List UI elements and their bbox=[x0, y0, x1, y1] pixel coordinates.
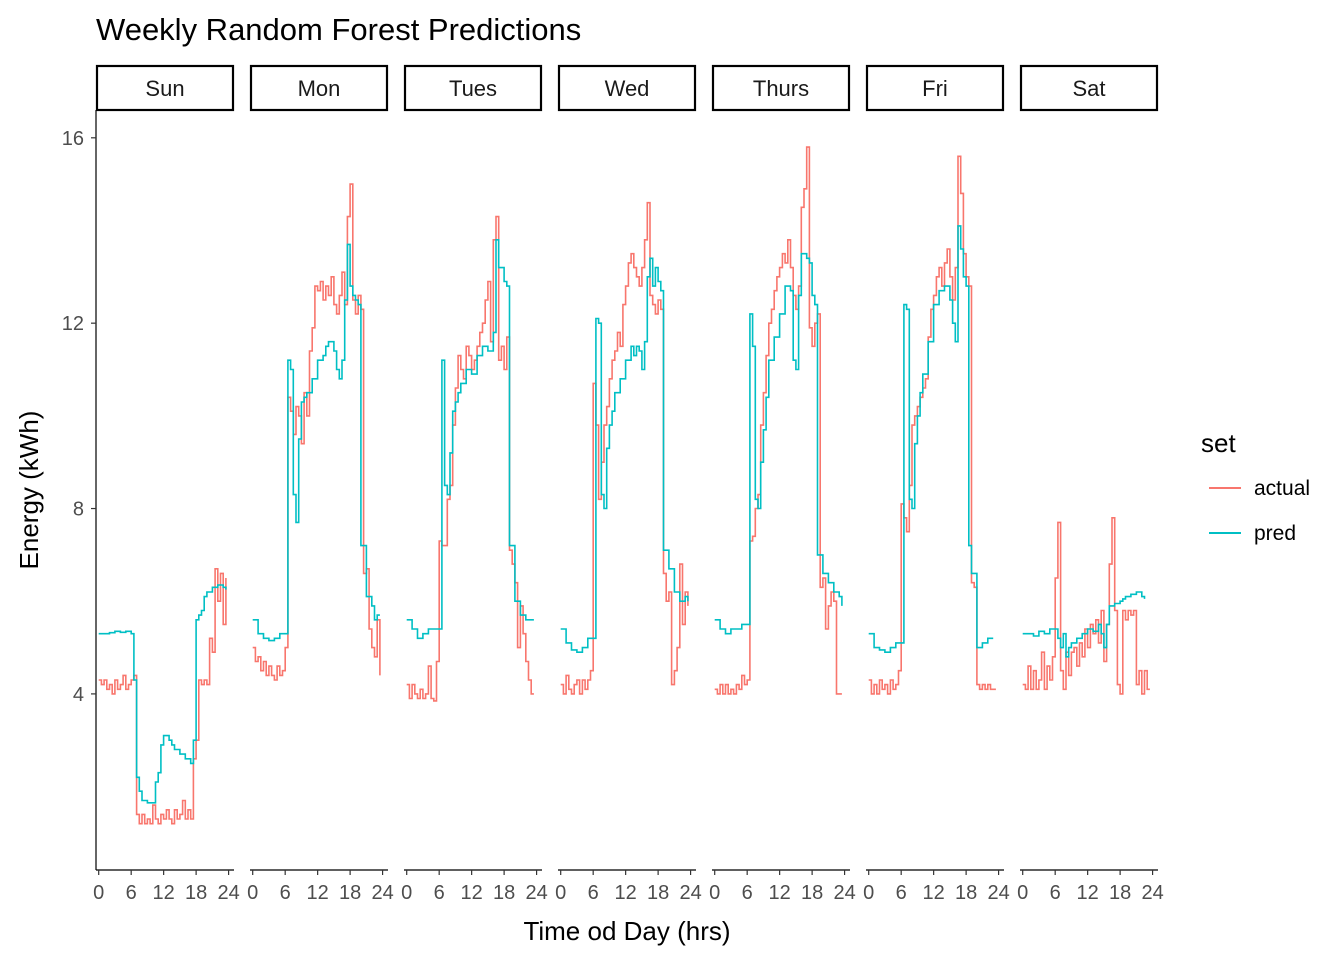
facet-panel-mon: Mon 0 6 12 18 24 bbox=[247, 64, 394, 904]
x-tick-label: 6 bbox=[280, 882, 291, 904]
x-tick-label: 24 bbox=[987, 882, 1009, 904]
x-tick-label: 0 bbox=[555, 882, 566, 904]
x-tick-label: 0 bbox=[401, 882, 412, 904]
y-tick-label: 12 bbox=[62, 313, 84, 335]
x-tick-label: 18 bbox=[1109, 882, 1131, 904]
y-tick-label: 8 bbox=[73, 499, 84, 521]
facet-panel-sat: Sat 0 6 12 18 24 bbox=[1017, 64, 1164, 904]
series-line-pred bbox=[714, 252, 843, 635]
x-tick-label: 24 bbox=[679, 882, 701, 904]
series-line-actual bbox=[98, 568, 227, 825]
y-axis-title: Energy (kWh) bbox=[14, 411, 44, 570]
x-tick-label: 0 bbox=[247, 882, 258, 904]
x-tick-label: 18 bbox=[185, 882, 207, 904]
x-tick-label: 12 bbox=[615, 882, 637, 904]
facet-strip-label: Fri bbox=[922, 76, 948, 101]
series-line-actual bbox=[252, 183, 381, 681]
x-tick-label: 12 bbox=[1077, 882, 1099, 904]
facet-strip bbox=[865, 64, 1005, 112]
series-line-actual bbox=[868, 155, 996, 695]
x-tick-label: 0 bbox=[863, 882, 874, 904]
series-line-actual bbox=[560, 201, 689, 695]
x-tick-label: 6 bbox=[742, 882, 753, 904]
series-line-pred bbox=[98, 584, 227, 804]
series-line-actual bbox=[406, 215, 534, 702]
x-tick-label: 6 bbox=[896, 882, 907, 904]
series-line-actual bbox=[1022, 517, 1150, 695]
facet-strip bbox=[711, 64, 851, 112]
chart-title: Weekly Random Forest Predictions bbox=[96, 12, 581, 47]
x-tick-label: 18 bbox=[647, 882, 669, 904]
series-line-pred bbox=[868, 225, 994, 653]
x-tick-label: 6 bbox=[126, 882, 137, 904]
x-tick-label: 24 bbox=[1141, 882, 1163, 904]
facet-panel-sun: Sun 0 6 12 18 24 bbox=[93, 64, 240, 904]
x-tick-label: 6 bbox=[588, 882, 599, 904]
x-tick-label: 24 bbox=[833, 882, 855, 904]
x-tick-label: 12 bbox=[923, 882, 945, 904]
legend-title: set bbox=[1201, 428, 1236, 458]
x-tick-label: 6 bbox=[434, 882, 445, 904]
facet-panel-thurs: Thurs 0 6 12 18 24 bbox=[709, 64, 856, 904]
facet-panel-fri: Fri 0 6 12 18 24 bbox=[863, 64, 1010, 904]
x-tick-label: 24 bbox=[217, 882, 239, 904]
x-tick-label: 12 bbox=[461, 882, 483, 904]
x-tick-label: 12 bbox=[769, 882, 791, 904]
facet-panel-tues: Tues 0 6 12 18 24 bbox=[401, 64, 548, 904]
facet-strip-label: Sat bbox=[1072, 76, 1105, 101]
facet-strip-label: Sun bbox=[145, 76, 184, 101]
x-tick-label: 18 bbox=[493, 882, 515, 904]
series-line-pred bbox=[1022, 591, 1146, 658]
x-tick-label: 0 bbox=[709, 882, 720, 904]
x-tick-label: 24 bbox=[371, 882, 393, 904]
legend: set actual pred bbox=[1201, 428, 1310, 545]
series-line-pred bbox=[406, 239, 534, 640]
facet-strip bbox=[403, 64, 543, 112]
x-axis-title: Time od Day (hrs) bbox=[523, 916, 730, 946]
x-tick-label: 18 bbox=[339, 882, 361, 904]
x-tick-label: 18 bbox=[955, 882, 977, 904]
facet-strip-label: Thurs bbox=[753, 76, 809, 101]
facet-strip bbox=[557, 64, 697, 112]
legend-label-actual: actual bbox=[1254, 477, 1310, 500]
x-tick-label: 24 bbox=[525, 882, 547, 904]
y-tick-label: 4 bbox=[73, 684, 84, 706]
x-tick-label: 12 bbox=[307, 882, 329, 904]
x-tick-label: 0 bbox=[93, 882, 104, 904]
series-line-actual bbox=[714, 146, 842, 695]
facet-strip bbox=[249, 64, 389, 112]
series-line-pred bbox=[252, 243, 380, 642]
facet-strip bbox=[95, 64, 235, 112]
facet-strip-label: Mon bbox=[298, 76, 341, 101]
legend-label-pred: pred bbox=[1254, 522, 1296, 545]
facet-strip-label: Tues bbox=[449, 76, 497, 101]
x-tick-label: 0 bbox=[1017, 882, 1028, 904]
series-line-pred bbox=[560, 257, 689, 653]
facet-strip bbox=[1019, 64, 1159, 112]
y-tick-label: 16 bbox=[62, 128, 84, 150]
x-tick-label: 12 bbox=[153, 882, 175, 904]
x-tick-label: 18 bbox=[801, 882, 823, 904]
x-tick-label: 6 bbox=[1050, 882, 1061, 904]
y-axis: 4 8 12 16 bbox=[62, 110, 97, 870]
facet-panel-wed: Wed 0 6 12 18 24 bbox=[555, 64, 702, 904]
facet-strip-label: Wed bbox=[605, 76, 650, 101]
